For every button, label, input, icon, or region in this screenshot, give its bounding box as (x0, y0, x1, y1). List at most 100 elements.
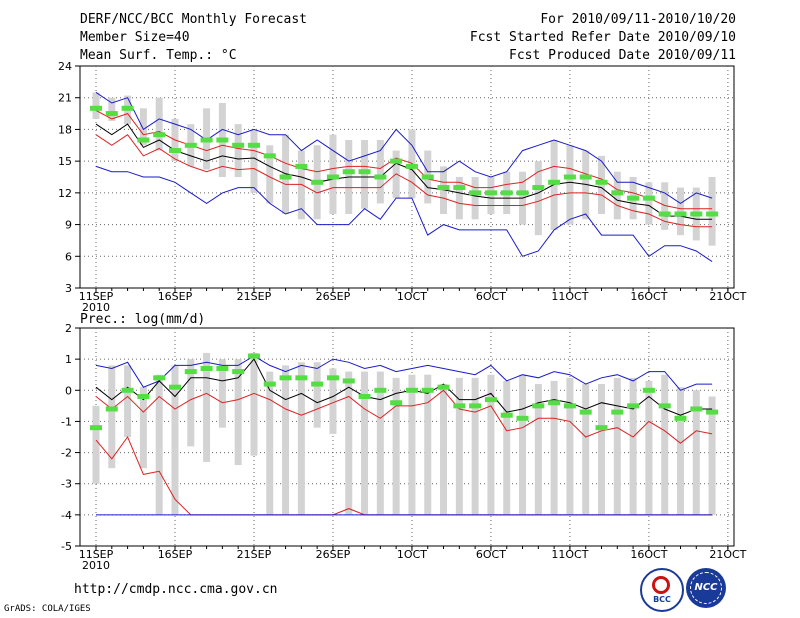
precipitation-box (629, 377, 637, 515)
temperature-median-marker (548, 179, 561, 185)
precipitation-median-marker (484, 397, 497, 403)
temperature-median-marker (453, 185, 466, 191)
temperature-median-marker (358, 169, 371, 175)
precipitation-median-marker (342, 378, 355, 384)
temperature-median-marker (627, 195, 640, 201)
temperature-box (329, 134, 337, 214)
precipitation-box (345, 371, 353, 515)
temperature-median-marker (90, 105, 102, 111)
precipitation-box (692, 390, 700, 515)
temperature-median-marker (311, 179, 324, 185)
precipitation-median-marker (595, 425, 608, 431)
temperature-median-marker (153, 132, 166, 138)
temperature-box (361, 140, 369, 209)
precipitation-box (218, 359, 226, 428)
temperature-max-line (95, 91, 713, 205)
temperature-box (487, 177, 495, 214)
precipitation-xtick-label: 1OCT (397, 548, 427, 561)
temperature-xtick-label: 16SEP (158, 290, 193, 303)
temperature-box (282, 134, 290, 214)
precipitation-median-marker (421, 387, 434, 393)
precipitation-box (487, 374, 495, 515)
precipitation-box (550, 380, 558, 515)
temperature-ytick-label: 12 (58, 187, 72, 200)
temperature-box (250, 129, 258, 193)
precipitation-median-marker (168, 384, 181, 390)
temperature-box (139, 108, 147, 146)
precipitation-median-marker (674, 415, 687, 421)
temperature-min-line (95, 165, 713, 263)
precipitation-median-marker (105, 406, 118, 412)
temperature-median-marker (279, 174, 292, 180)
precipitation-box (566, 377, 574, 515)
temperature-median-marker (184, 142, 197, 148)
temperature-median-marker (168, 148, 181, 154)
precipitation-median-marker (311, 381, 324, 387)
precipitation-median-marker (611, 409, 624, 415)
precipitation-box (282, 365, 290, 515)
temperature-ytick-label: 6 (65, 250, 72, 263)
temperature-median-marker (263, 153, 276, 159)
temperature-xtick-label: 26SEP (316, 290, 351, 303)
temperature-median-marker (232, 142, 245, 148)
precipitation-box (139, 387, 147, 469)
temperature-median-marker (342, 169, 355, 175)
temperature-median-marker (326, 174, 339, 180)
precipitation-box (455, 377, 463, 515)
bcc-logo: BCC (640, 568, 684, 612)
precipitation-xtick-label: 16SEP (158, 548, 193, 561)
precipitation-box (661, 374, 669, 515)
precipitation-box (155, 374, 163, 515)
precipitation-median-marker (374, 387, 387, 393)
temperature-median-marker (216, 137, 229, 143)
precipitation-xtick-sublabel: 2010 (82, 559, 110, 572)
temperature-median-marker (532, 185, 545, 191)
temperature-ytick-label: 3 (65, 282, 72, 295)
temperature-ytick-label: 9 (65, 219, 72, 232)
precipitation-box (408, 374, 416, 515)
precipitation-median-marker (279, 375, 292, 381)
temperature-mean+sd-line (95, 109, 713, 210)
precipitation-ytick-label: -4 (61, 509, 72, 522)
temperature-ytick-label: 18 (58, 123, 72, 136)
precipitation-box (297, 362, 305, 515)
precipitation-median-marker (358, 394, 371, 400)
grads-credit: GrADS: COLA/IGES (4, 604, 91, 614)
precipitation-median-marker (405, 387, 418, 393)
precipitation-box (171, 365, 179, 515)
temperature-median-marker (563, 174, 576, 180)
temperature-box (708, 177, 716, 246)
precipitation-box (534, 384, 542, 515)
source-url[interactable]: http://cmdp.ncc.cma.gov.cn (74, 582, 278, 597)
precipitation-ytick-label: 1 (65, 353, 72, 366)
temperature-box (598, 155, 606, 214)
temperature-xtick-sublabel: 2010 (82, 301, 110, 314)
precipitation-median-marker (563, 403, 576, 409)
precip-title: Prec.: log(mm/d) (80, 312, 206, 327)
precipitation-median-marker (532, 403, 545, 409)
temperature-median-marker (579, 174, 592, 180)
temperature-box (661, 182, 669, 230)
forecast-produced-date: Fcst Produced Date 2010/09/11 (509, 48, 736, 63)
precipitation-median-marker (137, 394, 150, 400)
temperature-box (108, 97, 116, 121)
precipitation-median-marker (90, 425, 102, 431)
temperature-median-marker (200, 137, 213, 143)
precipitation-xtick-label: 11SEP (79, 548, 114, 561)
temperature-xtick-label: 21SEP (237, 290, 272, 303)
temperature-ytick-label: 24 (58, 60, 72, 73)
temperature-box (266, 145, 274, 204)
precipitation-box (392, 377, 400, 515)
temperature-box (471, 177, 479, 220)
precipitation-box (582, 384, 590, 515)
temperature-median-marker (437, 185, 450, 191)
temperature-median-marker (247, 142, 260, 148)
temperature-box (92, 92, 100, 119)
precipitation-box (708, 396, 716, 515)
precipitation-box (250, 352, 258, 456)
precipitation-box (613, 377, 621, 515)
precipitation-ytick-label: 0 (65, 384, 72, 397)
precipitation-median-marker (263, 381, 276, 387)
precipitation-ytick-label: 2 (65, 322, 72, 335)
